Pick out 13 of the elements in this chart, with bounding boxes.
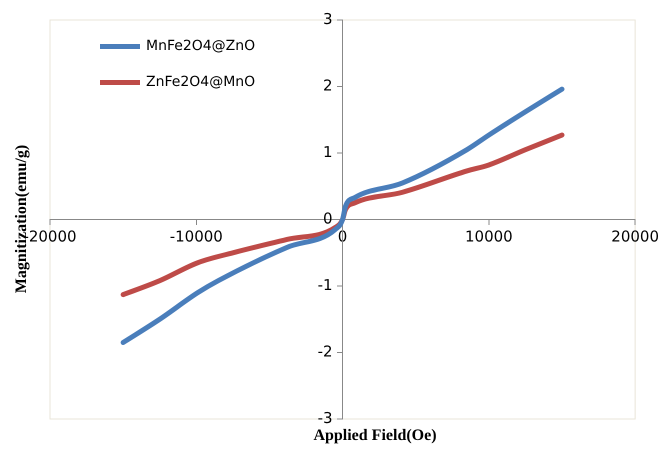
y-tick-label: 2 <box>323 76 333 94</box>
x-tick-label: 10000 <box>464 227 513 246</box>
x-tick-label: -10000 <box>170 227 223 246</box>
y-tick-label: -3 <box>318 408 333 427</box>
x-axis-title: Applied Field(Oe) <box>312 427 438 445</box>
legend-label: MnFe2O4@ZnO <box>146 38 256 54</box>
legend-label: ZnFe2O4@MnO <box>146 74 256 90</box>
y-tick-label: 0 <box>323 209 333 228</box>
y-tick-label: 3 <box>323 10 333 28</box>
y-tick-label: -1 <box>318 276 333 294</box>
x-tick-label: 20000 <box>611 227 659 246</box>
y-tick-label: 1 <box>323 142 333 161</box>
y-tick-label: -2 <box>318 342 333 360</box>
